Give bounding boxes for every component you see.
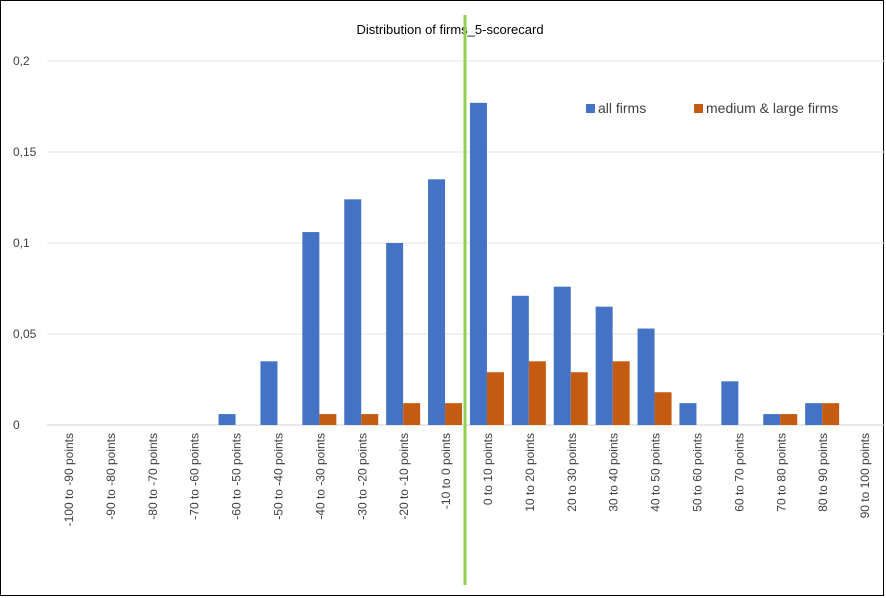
bar-medium-large-firms [486, 372, 504, 425]
chart-title: Distribution of firms_5-scorecard [356, 22, 543, 37]
bar-all-firms [260, 361, 278, 425]
x-tick-label: 40 to 50 points [649, 433, 663, 512]
bar-all-firms [637, 328, 655, 425]
bar-all-firms [595, 306, 613, 425]
legend-label: all firms [598, 100, 646, 116]
y-tick-label: 0,05 [13, 327, 37, 341]
bar-all-firms [511, 295, 529, 425]
bar-medium-large-firms [612, 361, 630, 425]
y-tick-label: 0 [13, 418, 20, 432]
y-tick-label: 0,15 [13, 145, 37, 159]
x-tick-label: 0 to 10 points [481, 433, 495, 505]
x-tick-label: 60 to 70 points [732, 433, 746, 512]
y-tick-label: 0,2 [13, 54, 30, 68]
legend-swatch [586, 104, 595, 113]
x-tick-label: -40 to -30 points [313, 433, 327, 520]
bar-all-firms [428, 179, 446, 425]
bar-medium-large-firms [319, 414, 337, 425]
x-tick-label: 90 to 100 points [858, 433, 872, 518]
bar-all-firms [805, 403, 823, 425]
x-tick-label: 20 to 30 points [565, 433, 579, 512]
bar-medium-large-firms [654, 392, 672, 425]
bar-medium-large-firms [361, 414, 379, 425]
bar-medium-large-firms [445, 403, 463, 425]
x-tick-label: -50 to -40 points [271, 433, 285, 520]
bar-all-firms [553, 286, 571, 425]
legend-swatch [694, 104, 703, 113]
bar-medium-large-firms [822, 403, 840, 425]
bar-all-firms [344, 199, 362, 425]
x-tick-label: -70 to -60 points [188, 433, 202, 520]
x-tick-label: 80 to 90 points [816, 433, 830, 512]
x-tick-label: -10 to 0 points [439, 433, 453, 509]
bar-medium-large-firms [528, 361, 546, 425]
x-axis: -100 to -90 points -90 to -80 points -80 t… [62, 433, 872, 526]
legend: all firms medium & large firms [586, 100, 838, 116]
bars [218, 102, 840, 426]
bar-medium-large-firms [780, 414, 798, 425]
x-tick-label: 70 to 80 points [774, 433, 788, 512]
x-tick-label: -100 to -90 points [62, 433, 76, 526]
x-tick-label: -80 to -70 points [146, 433, 160, 520]
y-axis: 0 0,05 0,1 0,15 0,2 [13, 54, 37, 432]
bar-all-firms [763, 414, 781, 425]
bar-all-firms [302, 232, 320, 425]
bar-all-firms [386, 243, 404, 425]
x-tick-label: 50 to 60 points [690, 433, 704, 512]
bar-medium-large-firms [403, 403, 421, 425]
x-tick-label: 30 to 40 points [607, 433, 621, 512]
bar-all-firms [679, 403, 697, 425]
x-tick-label: -30 to -20 points [355, 433, 369, 520]
x-tick-label: -90 to -80 points [104, 433, 118, 520]
bar-medium-large-firms [570, 372, 588, 425]
bar-all-firms [469, 102, 487, 426]
x-tick-label: -20 to -10 points [397, 433, 411, 520]
x-tick-label: 10 to 20 points [523, 433, 537, 512]
bar-all-firms [721, 381, 739, 425]
x-tick-label: -60 to -50 points [230, 433, 244, 520]
bar-all-firms [218, 414, 236, 425]
legend-label: medium & large firms [706, 100, 838, 116]
y-tick-label: 0,1 [13, 236, 30, 250]
